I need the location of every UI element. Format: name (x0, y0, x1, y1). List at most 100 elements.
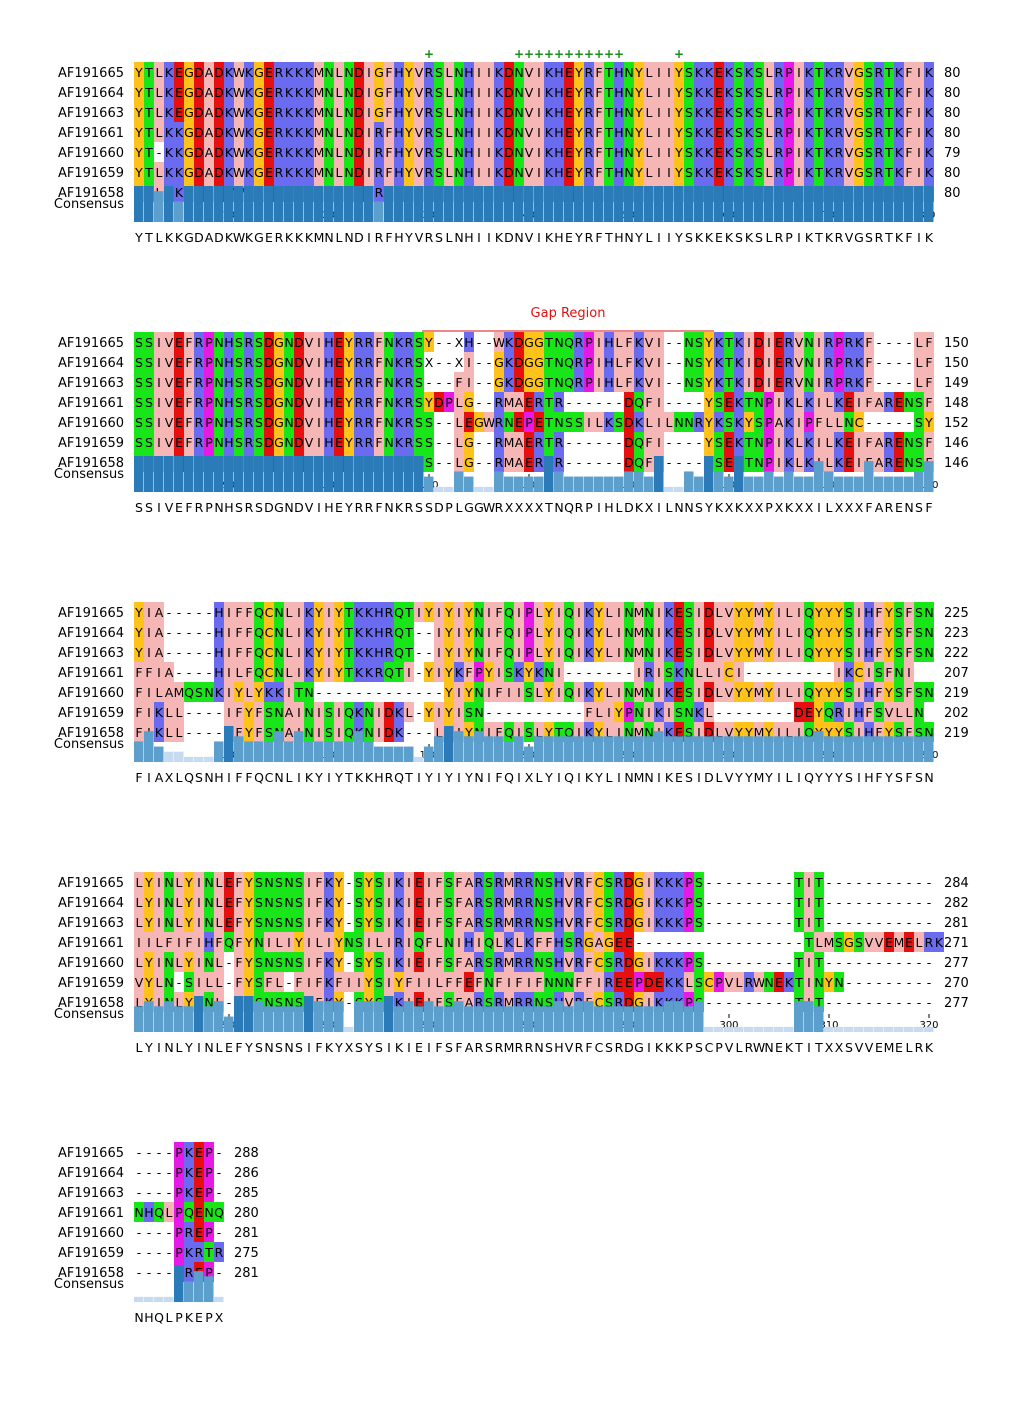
residue-letter: L (176, 875, 183, 890)
consensus-bar (874, 476, 884, 492)
residue-cell (484, 992, 494, 1012)
consensus-residue: R (375, 230, 384, 245)
residue-cell (354, 972, 364, 992)
residue-letter: N (264, 915, 273, 930)
residue-cell (884, 662, 894, 682)
residue-cell (524, 102, 534, 122)
residue-cell (874, 162, 884, 182)
residue-letter: Q (564, 605, 574, 620)
residue-letter: K (245, 85, 254, 100)
consensus-bar (694, 186, 704, 222)
residue-letter: P (475, 665, 483, 680)
residue-letter: N (514, 125, 523, 140)
residue-cell (534, 162, 544, 182)
consensus-residue: X (805, 500, 814, 515)
consensus-residue: X (755, 500, 764, 515)
residue-letter: - (477, 355, 482, 370)
residue-letter: T (814, 125, 823, 140)
consensus-bar (544, 1006, 554, 1032)
consensus-bar (684, 186, 694, 222)
residue-cell (144, 642, 154, 662)
residue-cell (184, 122, 194, 142)
residue-letter: F (475, 975, 482, 990)
residue-letter: L (136, 875, 143, 890)
residue-letter: - (397, 685, 402, 700)
residue-cell (354, 952, 364, 972)
residue-letter: P (205, 355, 213, 370)
residue-letter: - (437, 455, 442, 470)
residue-cell (534, 62, 544, 82)
consensus-residue: S (435, 230, 443, 245)
consensus-bar (514, 186, 524, 222)
residue-cell (344, 372, 354, 392)
residue-letter: N (924, 605, 933, 620)
residue-letter: I (367, 145, 371, 160)
residue-letter: R (555, 435, 564, 450)
residue-cell (154, 432, 164, 452)
residue-cell (894, 162, 904, 182)
residue-cell (624, 892, 634, 912)
residue-letter: X (425, 355, 434, 370)
residue-letter: V (305, 395, 314, 410)
residue-letter: R (615, 895, 624, 910)
residue-cell (204, 912, 214, 932)
residue-letter: - (897, 355, 902, 370)
residue-letter: F (385, 65, 392, 80)
residue-cell (204, 102, 214, 122)
residue-letter: Y (824, 725, 833, 740)
residue-letter: D (294, 355, 304, 370)
residue-letter: F (245, 625, 252, 640)
residue-cell (804, 642, 814, 662)
residue-letter: Y (464, 645, 473, 660)
residue-letter: K (305, 645, 314, 660)
residue-cell (154, 372, 164, 392)
residue-letter: N (624, 165, 633, 180)
residue-letter: Y (544, 685, 553, 700)
residue-cell (204, 142, 214, 162)
residue-letter: - (917, 875, 922, 890)
residue-cell (684, 162, 694, 182)
residue-cell (844, 372, 854, 392)
residue-letter: I (907, 665, 911, 680)
sequence-end-position: 219 (944, 726, 969, 741)
consensus-bar (804, 1001, 814, 1032)
residue-letter: - (887, 335, 892, 350)
residue-letter: - (757, 915, 762, 930)
residue-cell (454, 872, 464, 892)
residue-letter: Y (244, 975, 253, 990)
residue-letter: L (716, 725, 723, 740)
residue-cell (184, 972, 194, 992)
residue-letter: I (557, 605, 561, 620)
residue-cell (704, 972, 714, 992)
residue-letter: L (786, 625, 793, 640)
consensus-residue: X (775, 500, 784, 515)
sequence-id-label: AF191661 (58, 666, 124, 681)
residue-letter: I (917, 85, 921, 100)
residue-letter: V (305, 335, 314, 350)
residue-letter: M (754, 645, 765, 660)
consensus-residue: Y (884, 770, 893, 785)
residue-letter: Y (634, 125, 643, 140)
sequence-row: AF191663 Y I A - - - - - H I F F Q C N L I K Y I Y T K K H R Q T - - I Y… (58, 642, 969, 662)
residue-letter: K (395, 955, 404, 970)
residue-cell (694, 702, 704, 722)
sequence-end-position: 207 (944, 666, 969, 681)
residue-letter: - (777, 875, 782, 890)
residue-letter: Q (804, 725, 814, 740)
residue-cell (504, 332, 514, 352)
residue-cell (484, 412, 494, 432)
residue-letter: S (425, 415, 433, 430)
residue-cell (744, 62, 754, 82)
residue-letter: - (877, 355, 882, 370)
residue-cell (814, 642, 824, 662)
consensus-residue: Q (394, 770, 404, 785)
consensus-bar (154, 1006, 164, 1032)
residue-cell (524, 872, 534, 892)
residue-letter: K (655, 995, 664, 1010)
consensus-residue: I (427, 1040, 431, 1055)
residue-letter: R (775, 125, 784, 140)
residue-cell (864, 682, 874, 702)
residue-letter: R (495, 875, 504, 890)
consensus-residue: R (385, 770, 394, 785)
residue-letter: - (837, 995, 842, 1010)
